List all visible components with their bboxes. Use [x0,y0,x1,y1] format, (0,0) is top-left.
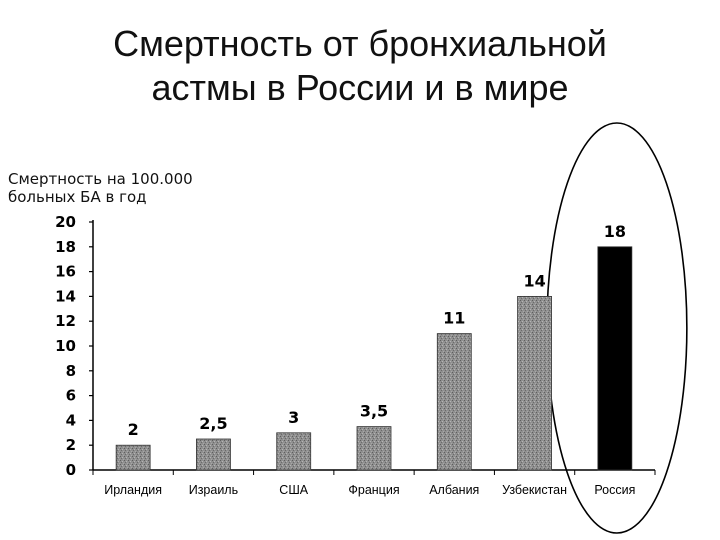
bar [356,426,392,471]
y-tick-label: 10 [55,337,76,355]
y-tick-label: 16 [55,263,76,281]
y-tick-label: 12 [55,312,76,330]
bar [597,246,633,471]
data-label: 11 [443,309,465,328]
x-tick-label: Ирландия [104,483,162,497]
x-tick-label: Узбекистан [502,483,567,497]
y-axis-label-line-1: Смертность на 100.000 [8,170,193,188]
y-tick-label: 2 [66,436,76,454]
y-tick-label: 20 [55,213,76,231]
x-tick-label: Албания [429,483,479,497]
x-tick-label: Израиль [189,483,238,497]
bar [436,333,472,471]
y-tick-label: 18 [55,238,76,256]
y-tick-label: 0 [66,461,76,479]
bar [196,438,231,471]
bar [276,432,312,471]
x-tick-label: Россия [594,483,635,497]
y-tick-label: 8 [66,362,76,380]
title-line-1: Смертность от бронхиальной [113,23,607,64]
bar [115,444,151,471]
title-line-2: астмы в России и в мире [151,67,569,108]
x-tick-label: США [279,483,308,497]
data-label: 3,5 [360,402,388,421]
data-label: 2,5 [199,414,227,433]
slide-title: Смертность от бронхиальной астмы в Росси… [0,22,720,110]
data-label: 14 [523,271,545,290]
y-tick-label: 6 [66,387,76,405]
data-label: 18 [604,222,626,241]
bar [517,295,552,471]
y-axis-label-line-2: больных БА в год [8,188,147,206]
data-label: 3 [288,408,299,427]
y-tick-label: 4 [66,411,76,429]
data-label: 2 [128,420,139,439]
y-axis-label: Смертность на 100.000 больных БА в год [8,170,193,206]
y-tick-label: 14 [55,287,76,305]
x-tick-label: Франция [348,483,399,497]
